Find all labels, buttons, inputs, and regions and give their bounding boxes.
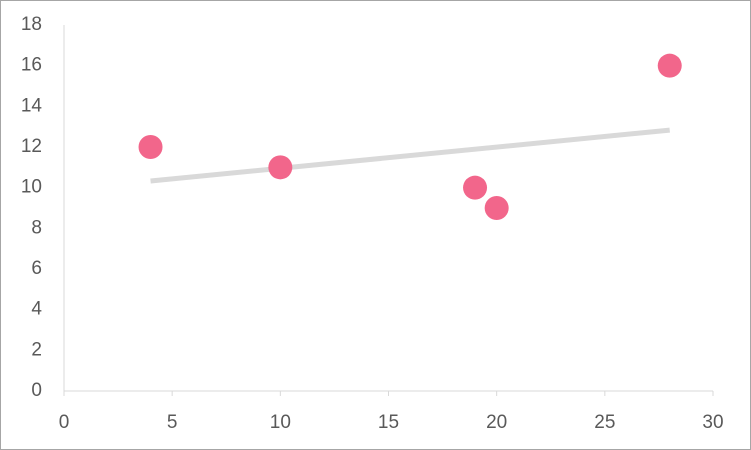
y-tick-label: 14: [21, 95, 43, 116]
y-tick-label: 10: [21, 177, 42, 198]
x-tick-label: 0: [59, 412, 70, 433]
y-tick-label: 8: [31, 217, 42, 238]
x-tick-label: 25: [594, 412, 615, 433]
y-tick-label: 2: [31, 339, 42, 360]
y-tick-label: 0: [31, 380, 42, 401]
y-tick-label: 6: [31, 258, 42, 279]
y-tick-label: 16: [21, 55, 42, 76]
point: [268, 155, 293, 180]
y-tick-label: 12: [21, 136, 42, 157]
trendline: [150, 127, 670, 184]
y-tick-label: 4: [31, 299, 42, 320]
point: [463, 175, 488, 200]
x-tick-label: 15: [378, 412, 399, 433]
x-tick-label: 30: [702, 412, 723, 433]
point: [484, 196, 509, 220]
point: [138, 135, 163, 159]
point: [657, 53, 682, 78]
x-tick-label: 5: [167, 412, 178, 433]
y-tick-label: 18: [21, 14, 42, 35]
x-tick-label: 10: [270, 412, 291, 433]
x-tick-label: 20: [486, 412, 507, 433]
